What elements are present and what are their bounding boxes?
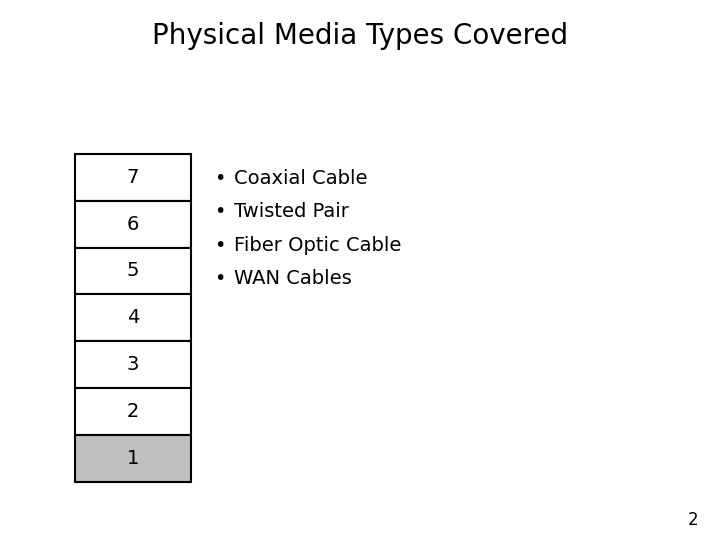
- Text: 4: 4: [127, 308, 139, 327]
- Text: •: •: [214, 168, 225, 188]
- Bar: [75, 435, 191, 482]
- Text: 3: 3: [127, 355, 139, 374]
- Text: 1: 1: [127, 449, 139, 468]
- Text: •: •: [214, 235, 225, 255]
- Text: Physical Media Types Covered: Physical Media Types Covered: [152, 22, 568, 50]
- Text: Coaxial Cable: Coaxial Cable: [234, 168, 367, 188]
- Text: •: •: [214, 269, 225, 288]
- Text: 7: 7: [127, 168, 139, 187]
- Text: 5: 5: [127, 261, 139, 280]
- Text: Fiber Optic Cable: Fiber Optic Cable: [234, 235, 401, 255]
- Bar: [75, 341, 191, 388]
- Text: 2: 2: [688, 511, 698, 529]
- Text: 2: 2: [127, 402, 139, 421]
- Bar: [75, 294, 191, 341]
- Bar: [75, 201, 191, 247]
- Text: WAN Cables: WAN Cables: [234, 269, 352, 288]
- Bar: [75, 154, 191, 201]
- Text: •: •: [214, 202, 225, 221]
- Text: 6: 6: [127, 214, 139, 234]
- Text: Twisted Pair: Twisted Pair: [234, 202, 349, 221]
- Bar: [75, 388, 191, 435]
- Bar: [75, 247, 191, 294]
